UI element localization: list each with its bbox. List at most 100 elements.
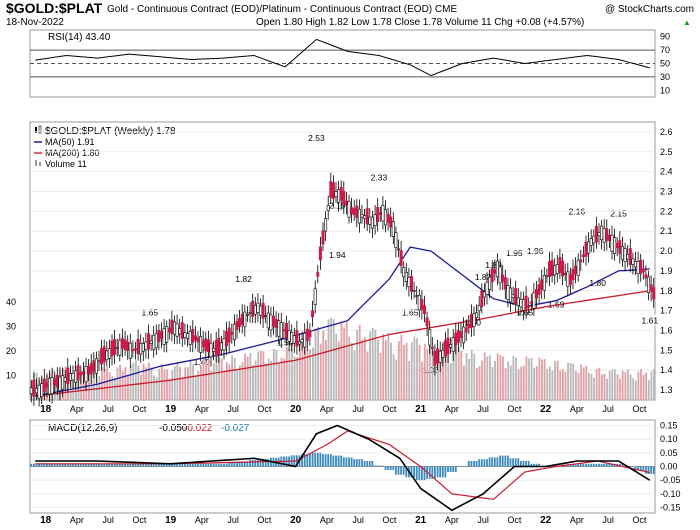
volume-bar	[236, 370, 239, 400]
x-axis-month-label: Jul	[352, 404, 364, 414]
candle-body	[475, 312, 479, 319]
legend-candle-icon	[38, 125, 42, 134]
x-axis-year-label: 20	[290, 404, 302, 415]
macd-histogram-bar	[92, 463, 95, 467]
volume-bar	[210, 370, 213, 400]
volume-bar	[163, 369, 166, 400]
volume-bar	[588, 372, 590, 400]
candle-body	[243, 311, 247, 328]
volume-bar	[502, 356, 504, 400]
macd-tick-label: 0.15	[660, 420, 678, 430]
candle-body	[105, 350, 109, 361]
macd-histogram-bar	[142, 463, 145, 467]
price-annotation: 1.94	[327, 248, 348, 260]
macd-histogram-bar	[395, 466, 397, 475]
macd-histogram-bar	[400, 466, 402, 475]
volume-bar	[517, 369, 520, 400]
price-tick-label: 2.1	[660, 226, 673, 236]
macd-histogram-bar	[444, 466, 447, 478]
candle-body	[50, 377, 54, 394]
macd-histogram-bar	[204, 463, 207, 467]
candle-body	[261, 302, 265, 319]
macd-histogram-bar	[517, 458, 520, 467]
macd-histogram-bar	[38, 463, 40, 467]
candle-body	[120, 337, 124, 349]
macd-histogram-bar	[230, 462, 233, 467]
candle-body	[139, 343, 143, 355]
candle-body	[214, 340, 218, 357]
macd-histogram-bar	[301, 454, 303, 467]
price-annotation: 2.19	[327, 199, 348, 211]
price-tick-label: 1.6	[660, 326, 673, 336]
candle-body	[334, 191, 338, 197]
x-axis-year-label: 19	[165, 515, 177, 526]
price-tick-label: 2.4	[660, 167, 673, 177]
macd-histogram-bar	[309, 454, 311, 467]
volume-bar	[327, 319, 330, 400]
volume-bar	[470, 349, 473, 400]
x-axis-year-label: 22	[540, 515, 552, 526]
price-annotation: 1.96	[525, 245, 546, 257]
volume-bar	[463, 365, 465, 400]
candle-body	[40, 383, 44, 398]
candle-body	[649, 284, 653, 292]
volume-bar	[444, 349, 447, 400]
macd-histogram-bar	[473, 461, 475, 467]
candle-body	[521, 299, 525, 311]
volume-bar	[418, 344, 421, 400]
candle-body	[506, 285, 510, 300]
volume-bar	[140, 374, 142, 400]
candle-body	[534, 289, 538, 299]
macd-histogram-bar	[61, 463, 64, 467]
x-axis-month-label: Oct	[132, 404, 147, 414]
volume-bar	[252, 364, 254, 400]
candle-body	[94, 358, 98, 374]
annotation-text: 1.50	[277, 337, 294, 347]
volume-bar	[653, 369, 655, 400]
macd-histogram-bar	[553, 465, 556, 467]
price-annotation: 1.89	[483, 258, 504, 270]
volume-bar	[431, 347, 434, 400]
macd-histogram-bar	[582, 463, 585, 467]
volume-bar	[538, 357, 541, 400]
volume-bar	[257, 351, 260, 400]
candle-body	[652, 287, 656, 300]
macd-histogram-bar	[402, 466, 405, 475]
candle-body	[81, 371, 85, 375]
macd-histogram-bar	[496, 457, 499, 467]
volume-bar	[166, 369, 168, 400]
candle-body	[462, 326, 466, 344]
x-axis-month-label: Jul	[602, 404, 614, 414]
volume-bar	[410, 342, 413, 400]
candle-body	[300, 339, 304, 343]
volume-bar	[504, 368, 507, 400]
macd-histogram-bar	[340, 455, 343, 467]
volume-bar	[298, 344, 301, 400]
volume-bar	[254, 360, 257, 400]
rsi-tick-label: 50	[660, 59, 670, 69]
candle-body	[115, 347, 119, 349]
candle-body	[553, 265, 557, 276]
candle-body	[613, 237, 617, 254]
macd-histogram-bar	[350, 457, 353, 467]
macd-histogram-bar	[527, 461, 530, 467]
candle-body	[451, 337, 455, 352]
candle-body	[266, 312, 270, 329]
candle-body	[628, 248, 632, 265]
macd-histogram-bar	[535, 463, 538, 467]
candle-body	[529, 301, 533, 304]
macd-histogram-value: -0.027	[221, 423, 250, 434]
volume-bar	[450, 363, 452, 400]
volume-tick-label: 30	[6, 322, 16, 332]
volume-bar	[525, 356, 528, 400]
volume-bar	[515, 357, 517, 400]
macd-histogram-bar	[645, 466, 647, 474]
macd-histogram-bar	[368, 461, 371, 467]
macd-histogram-bar	[158, 463, 160, 467]
candle-body	[123, 339, 127, 350]
macd-histogram-bar	[634, 466, 637, 471]
price-tick-label: 2.0	[660, 246, 673, 256]
volume-bar	[634, 380, 637, 400]
macd-histogram-bar	[434, 466, 436, 479]
